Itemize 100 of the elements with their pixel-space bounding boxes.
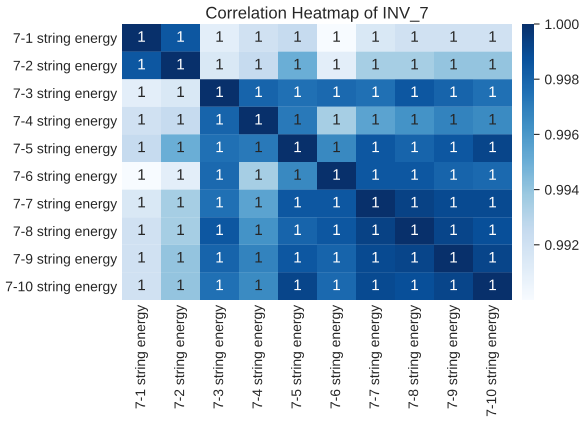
data-label: 1 [450, 224, 458, 235]
data-label: 1 [138, 196, 146, 208]
data-label: 1 [255, 280, 262, 290]
y-tick-label: 7-1 string energy [14, 32, 118, 46]
data-label: 1 [372, 31, 380, 42]
data-label: 1 [411, 196, 418, 208]
data-label: 1 [372, 280, 380, 290]
data-label: 1 [255, 142, 262, 152]
data-label: 1 [450, 196, 458, 208]
data-label: 1 [138, 252, 146, 263]
data-label: 1 [411, 114, 418, 125]
data-label: 1 [216, 58, 224, 70]
data-label: 1 [255, 114, 262, 125]
data-label: 1 [333, 31, 340, 42]
data-label: 1 [138, 86, 146, 97]
data-label: 1 [333, 58, 340, 70]
data-label: 1 [372, 114, 380, 125]
chart-title: Correlation Heatmap of INV_7 [206, 6, 428, 22]
x-tick-label: 7-7 string energy [369, 304, 382, 408]
data-label: 1 [333, 169, 340, 180]
y-tick-label: 7-7 string energy [14, 198, 118, 212]
data-label: 1 [255, 252, 262, 263]
x-tick-label: 7-5 string energy [291, 304, 304, 408]
data-label: 1 [294, 252, 302, 263]
data-label: 1 [138, 114, 146, 125]
data-label: 1 [138, 280, 146, 290]
data-label: 1 [216, 280, 224, 290]
data-label: 1 [177, 114, 184, 125]
data-label: 1 [489, 86, 496, 97]
y-tick-label: 7-6 string energy [14, 170, 118, 184]
data-label: 1 [177, 169, 184, 180]
data-label: 1 [450, 252, 458, 263]
data-label: 1 [372, 196, 380, 208]
data-label: 1 [372, 224, 380, 235]
y-tick-label: 7-4 string energy [14, 116, 118, 129]
data-label: 1 [294, 280, 302, 290]
x-tick-label: 7-2 string energy [174, 304, 187, 408]
data-label: 1 [294, 114, 302, 125]
data-label: 1 [489, 224, 496, 235]
data-label: 1 [138, 169, 146, 180]
data-label: 1 [255, 31, 262, 42]
data-label: 1 [177, 142, 184, 152]
data-label: 1 [333, 114, 340, 125]
data-label: 1 [333, 280, 340, 290]
data-label: 1 [294, 58, 302, 70]
data-label: 1 [450, 280, 458, 290]
data-label: 1 [294, 86, 302, 97]
data-label: 1 [255, 86, 262, 97]
y-tick-label: 7-8 string energy [14, 226, 118, 239]
data-label: 1 [216, 31, 224, 42]
data-label: 1 [294, 142, 302, 152]
data-label: 1 [177, 58, 184, 70]
data-label: 1 [411, 31, 418, 42]
data-label: 1 [177, 252, 184, 263]
data-label: 1 [411, 169, 418, 180]
data-label: 1 [489, 142, 496, 152]
data-label: 1 [177, 86, 184, 97]
color-bar-label: 0.998 [544, 74, 579, 84]
data-label: 1 [294, 31, 302, 42]
data-label: 1 [216, 169, 224, 180]
x-tick-label: 7-3 string energy [213, 304, 226, 408]
x-tick-label: 7-8 string energy [408, 304, 421, 408]
data-label: 1 [138, 31, 146, 42]
data-label: 1 [177, 31, 184, 42]
data-label: 1 [411, 142, 418, 152]
y-tick-label: 7-9 string energy [14, 254, 118, 267]
data-label: 1 [411, 58, 418, 70]
color-bar-label: 1.000 [545, 19, 579, 30]
data-label: 1 [294, 169, 302, 180]
data-label: 1 [216, 114, 224, 125]
y-tick-label: 7-2 string energy [14, 60, 118, 74]
color-bar-label: 0.996 [544, 130, 579, 140]
data-label: 1 [372, 142, 380, 152]
data-label: 1 [450, 114, 458, 125]
data-label: 1 [450, 86, 458, 97]
data-label: 1 [138, 58, 146, 70]
data-label: 1 [294, 224, 302, 235]
data-label: 1 [411, 224, 418, 235]
data-label: 1 [216, 86, 224, 97]
data-label: 1 [450, 58, 458, 70]
data-label: 1 [411, 280, 418, 290]
data-label: 1 [255, 196, 262, 208]
data-label: 1 [450, 31, 458, 42]
data-label: 1 [255, 224, 262, 235]
data-label: 1 [372, 86, 380, 97]
data-label: 1 [294, 196, 302, 208]
x-tick-label: 7-6 string energy [330, 304, 343, 408]
color-bar-label: 0.992 [544, 240, 578, 250]
data-label: 1 [333, 86, 340, 97]
data-label: 1 [489, 114, 496, 125]
data-label: 1 [411, 86, 418, 97]
y-tick-label: 7-5 string energy [14, 143, 118, 156]
x-tick-label: 7-10 string energy [486, 304, 499, 416]
data-label: 1 [489, 280, 496, 290]
x-tick-label: 7-4 string energy [252, 304, 265, 408]
data-label: 1 [411, 252, 418, 263]
data-label: 1 [138, 142, 146, 152]
data-label: 1 [489, 58, 496, 70]
data-label: 1 [255, 169, 262, 180]
data-label: 1 [489, 196, 496, 208]
